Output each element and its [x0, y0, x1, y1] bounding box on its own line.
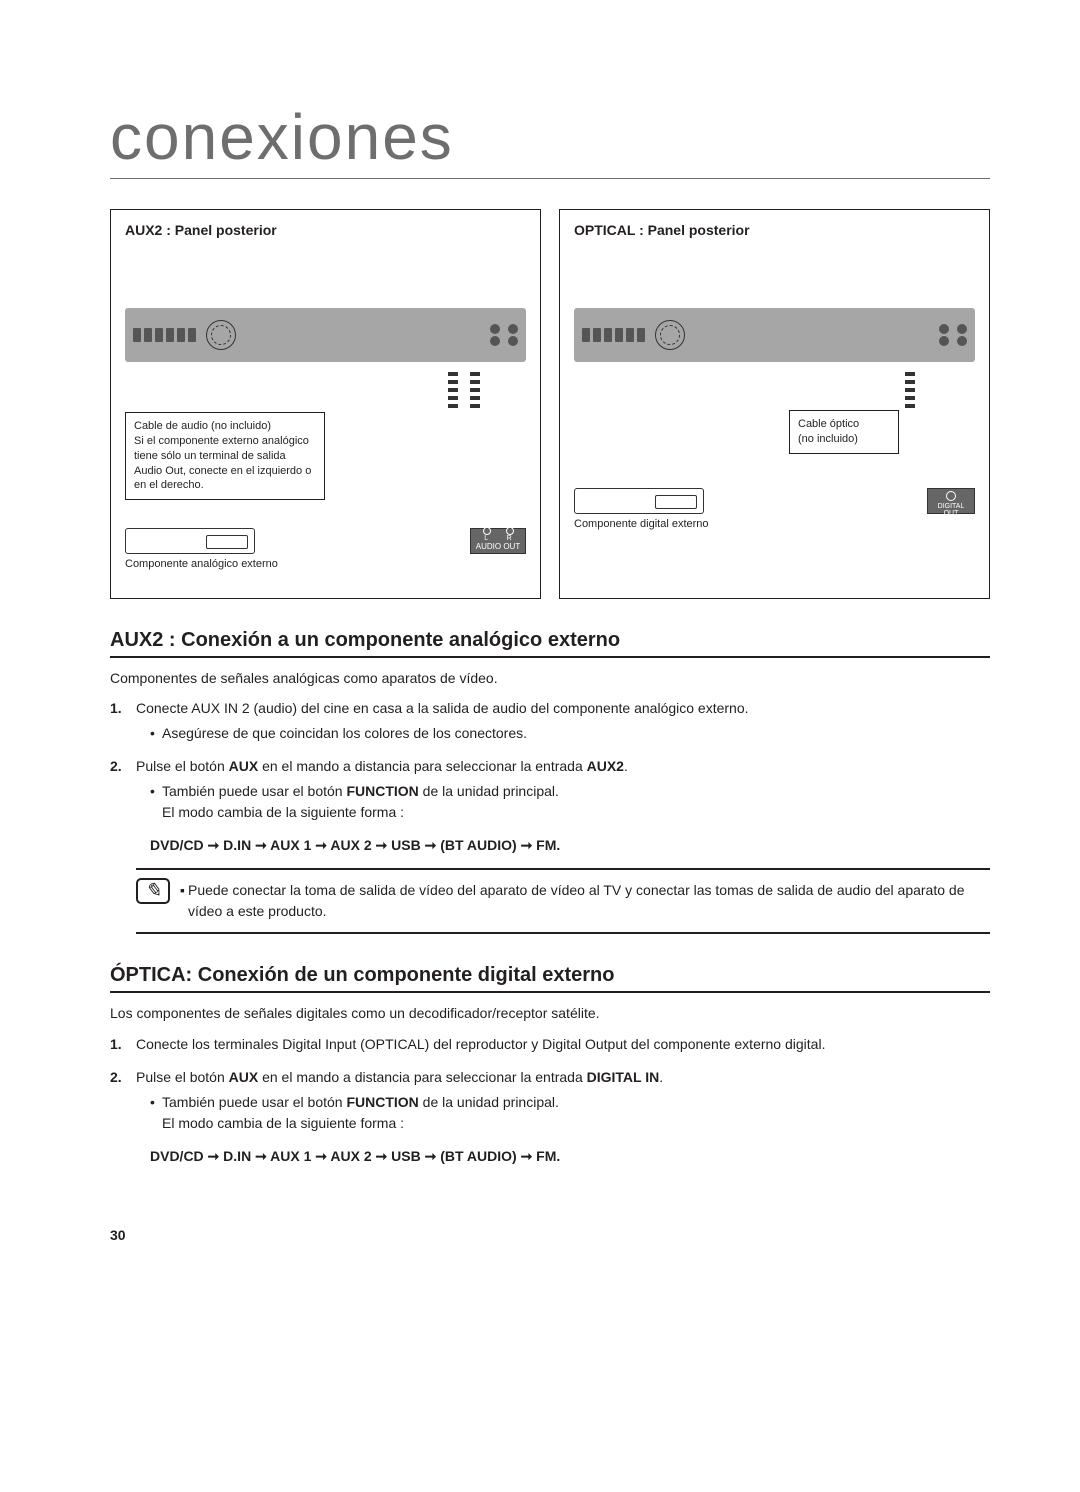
digital-external-device — [574, 488, 704, 514]
optical-step-1: 1. Conecte los terminales Digital Input … — [136, 1034, 990, 1055]
aux2-steps: 1. Conecte AUX IN 2 (audio) del cine en … — [110, 698, 990, 856]
optical-steps: 1. Conecte los terminales Digital Input … — [110, 1034, 990, 1167]
aux2-intro: Componentes de señales analógicas como a… — [110, 668, 990, 688]
aux2-info-note: ✎ ▪ Puede conectar la toma de salida de … — [136, 868, 990, 934]
optical-step-2: 2. Pulse el botón AUX en el mando a dist… — [136, 1067, 990, 1167]
optical-intro: Los componentes de señales digitales com… — [110, 1003, 990, 1023]
jack-r-icon — [506, 527, 514, 535]
aux2-cable-note: Cable de audio (no incluido) Si el compo… — [125, 412, 325, 500]
aux2-section-heading: AUX2 : Conexión a un componente analógic… — [110, 629, 990, 658]
diagram-aux2-title: AUX2 : Panel posterior — [125, 222, 526, 238]
aux2-step-2: 2. Pulse el botón AUX en el mando a dist… — [136, 756, 990, 856]
aux2-mode-chain: DVD/CD ➞ D.IN ➞ AUX 1 ➞ AUX 2 ➞ USB ➞ (B… — [150, 835, 990, 856]
chapter-title: conexiones — [110, 100, 990, 179]
optical-mode-chain: DVD/CD ➞ D.IN ➞ AUX 1 ➞ AUX 2 ➞ USB ➞ (B… — [150, 1146, 990, 1167]
digital-external-label: Componente digital externo — [574, 518, 975, 531]
optical-section-heading: ÓPTICA: Conexión de un componente digita… — [110, 964, 990, 993]
diagram-optical: OPTICAL : Panel posterior Cable óptico (… — [559, 209, 990, 599]
note-icon: ✎ — [136, 878, 170, 904]
audio-out-label: L R AUDIO OUT — [470, 528, 526, 554]
aux2-step1-sub1: Asegúrese de que coincidan los colores d… — [150, 723, 990, 744]
diagrams-row: AUX2 : Panel posterior Cable de audio (n… — [110, 209, 990, 599]
jack-l-icon — [483, 527, 491, 535]
aux2-step-1: 1. Conecte AUX IN 2 (audio) del cine en … — [136, 698, 990, 744]
optical-step2-sub1: También puede usar el botón FUNCTION de … — [150, 1092, 990, 1134]
aux2-step2-sub1: También puede usar el botón FUNCTION de … — [150, 781, 990, 823]
diagram-aux2: AUX2 : Panel posterior Cable de audio (n… — [110, 209, 541, 599]
device-rear-panel — [125, 308, 526, 362]
analog-external-label: Componente analógico externo — [125, 558, 526, 571]
device-rear-panel-2 — [574, 308, 975, 362]
analog-external-device — [125, 528, 255, 554]
diagram-optical-title: OPTICAL : Panel posterior — [574, 222, 975, 238]
digital-out-label: DIGITAL OUT — [927, 488, 975, 514]
aux2-cables — [125, 372, 526, 408]
optical-cable — [574, 372, 975, 408]
optical-cable-note: Cable óptico (no incluido) — [789, 410, 899, 454]
page-number: 30 — [110, 1227, 990, 1243]
